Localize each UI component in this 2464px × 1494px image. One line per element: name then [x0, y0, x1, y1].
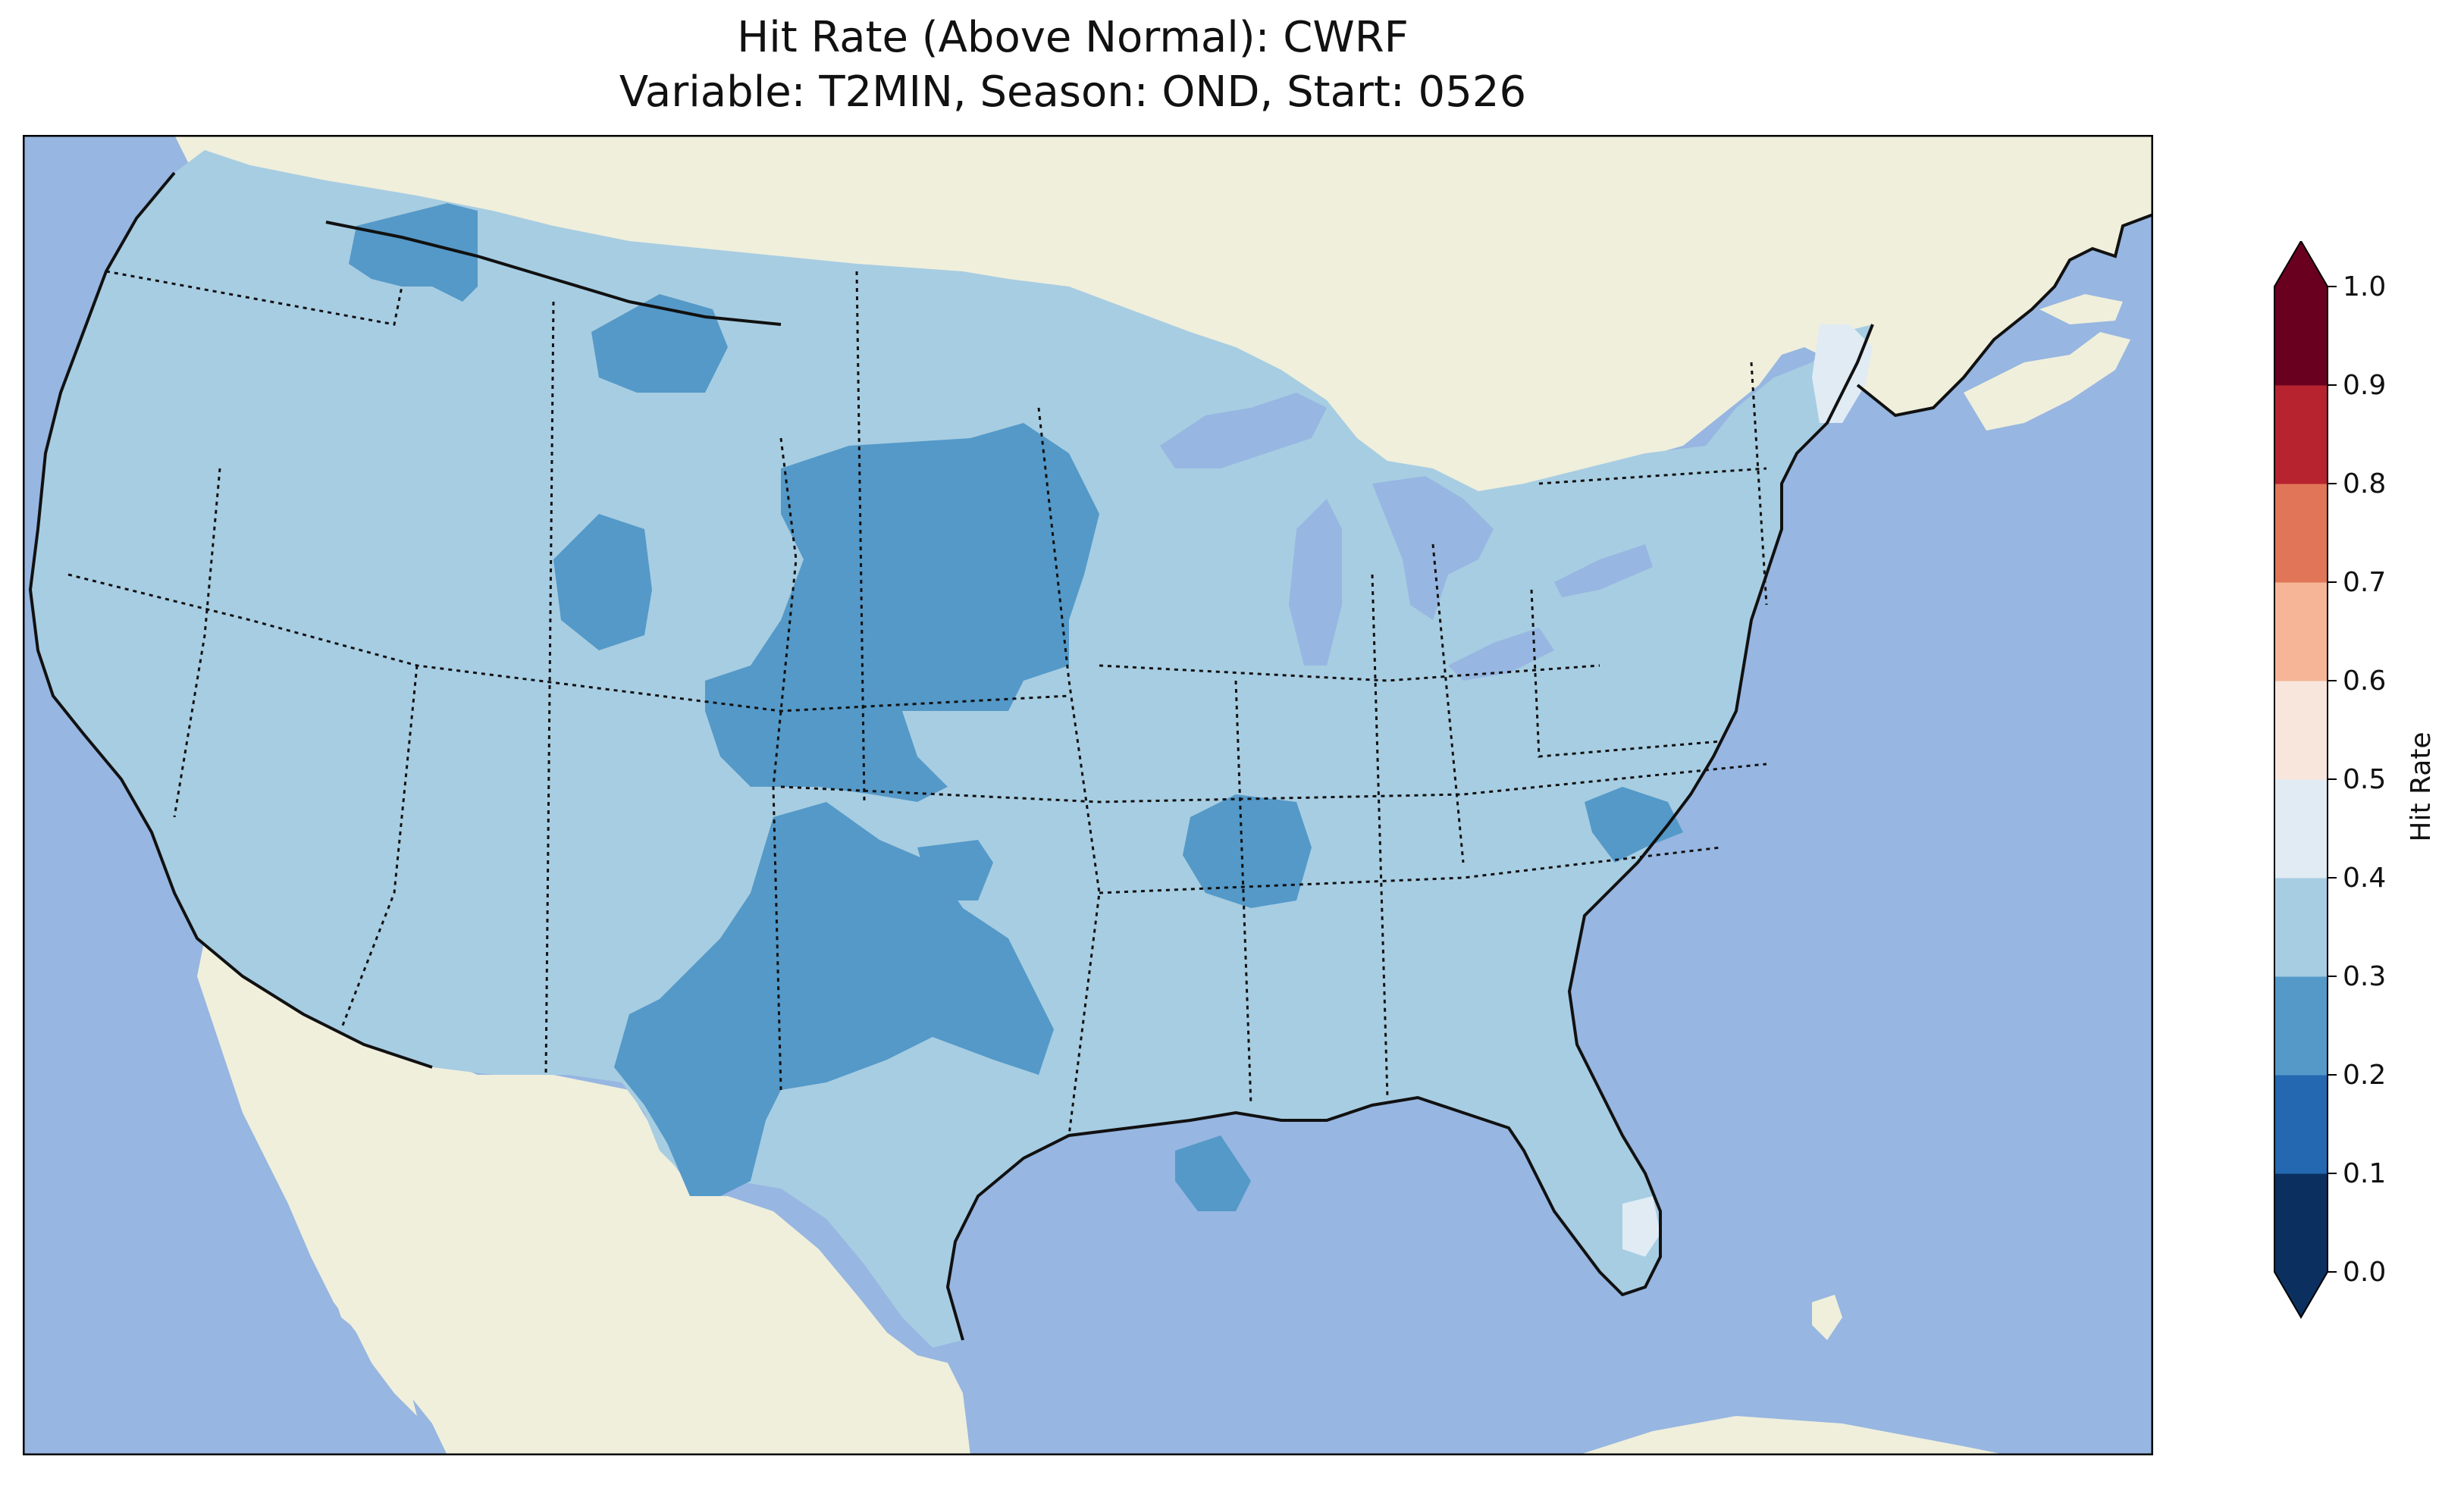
colorbar-extend-max [2274, 241, 2328, 287]
cuba-land [1577, 1416, 2009, 1455]
colorbar-segment [2274, 287, 2328, 386]
chart-subtitle: Variable: T2MIN, Season: OND, Start: 052… [619, 67, 1527, 117]
map-plot [23, 135, 2153, 1455]
maritime-island [2039, 294, 2123, 324]
colorbar-tick-label: 0.3 [2343, 961, 2386, 992]
hit-rate-domain [30, 150, 1873, 1348]
hit-rate-0.4-0.5-regions [1622, 324, 1873, 1257]
colorbar-segment [2274, 976, 2328, 1076]
colorbar-segment [2274, 1173, 2328, 1273]
colorbar-segment [2274, 1075, 2328, 1174]
mexico-land [205, 938, 970, 1455]
colorbar-label: Hit Rate [2406, 731, 2437, 841]
colorbar-tick-label: 0.0 [2343, 1257, 2386, 1288]
map-frame [23, 135, 2153, 1455]
colorbar-segment [2274, 385, 2328, 484]
colorbar-segment [2274, 878, 2328, 977]
bahamas-island [1812, 1295, 1842, 1340]
colorbar-tick-label: 0.6 [2343, 666, 2386, 697]
colorbar: 0.0 0.1 0.2 0.3 0.4 0.5 0.6 0.7 0.8 0.9 1.0 Hit Ra… [2274, 241, 2437, 1319]
colorbar-tick-label: 0.1 [2343, 1158, 2386, 1189]
nova-scotia-land [1964, 332, 2130, 431]
colorbar-tick-label: 0.8 [2343, 468, 2386, 500]
baja-california-land [197, 938, 417, 1416]
colorbar-tick-label: 0.2 [2343, 1060, 2386, 1091]
colorbar-segment [2274, 484, 2328, 583]
colorbar-segment [2274, 582, 2328, 681]
colorbar-tick-label: 0.5 [2343, 764, 2386, 795]
state-boundaries [67, 270, 1768, 1136]
colorbar-segment [2274, 779, 2328, 879]
coastline [28, 171, 2153, 1341]
hit-rate-0.2-0.3-regions [349, 203, 1683, 1211]
colorbar-tick-label: 0.9 [2343, 370, 2386, 401]
colorbar-extend-min [2274, 1272, 2328, 1317]
colorbar-tick-label: 0.7 [2343, 567, 2386, 598]
colorbar-tick-label: 0.4 [2343, 863, 2386, 894]
colorbar-segment [2274, 681, 2328, 780]
chart-title: Hit Rate (Above Normal): CWRF [737, 13, 1409, 62]
colorbar-tick-label: 1.0 [2343, 271, 2386, 302]
